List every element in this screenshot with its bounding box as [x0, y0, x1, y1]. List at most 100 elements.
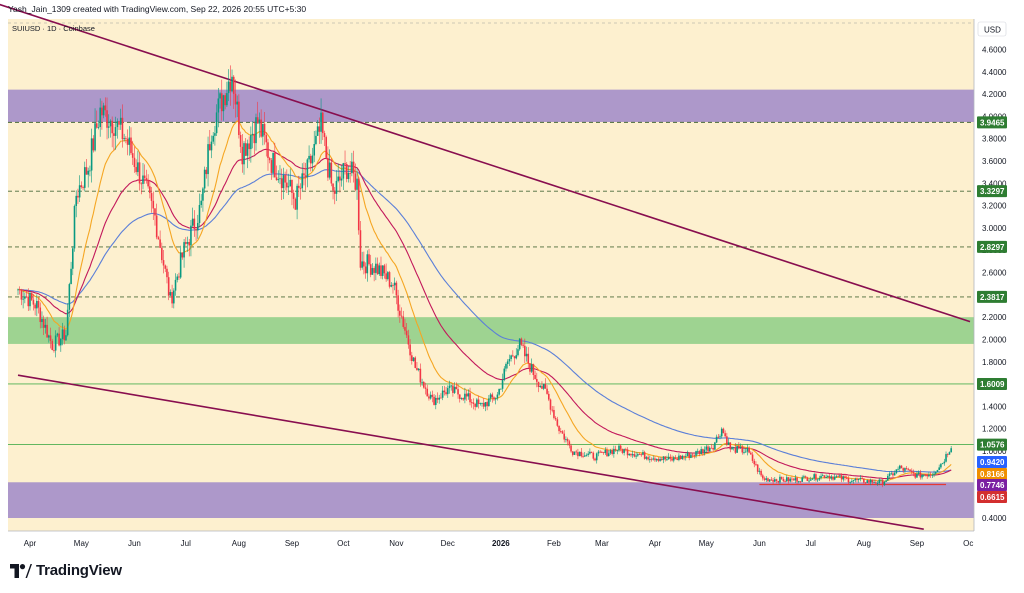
candle-body [568, 441, 571, 446]
candle-body [89, 170, 91, 172]
candle-body [583, 455, 586, 457]
candle-body [191, 218, 194, 226]
candle-body [496, 394, 499, 399]
candle-body [551, 409, 554, 411]
candle-body [243, 143, 245, 165]
x-tick-label: Feb [547, 539, 561, 548]
candle-body [388, 272, 391, 287]
candle-body [356, 178, 358, 190]
candle-body [683, 455, 685, 457]
candle-body [246, 143, 249, 156]
candle-body [265, 135, 268, 143]
candle-body [193, 218, 196, 230]
candle-body [239, 135, 242, 147]
price-badge [977, 479, 1007, 491]
candle-body [669, 456, 672, 459]
candle-body [142, 175, 144, 184]
x-tick-label: Apr [649, 539, 662, 548]
y-tick-label: 2.2000 [982, 313, 1007, 322]
candle-body [621, 448, 624, 453]
candle-body [753, 460, 756, 465]
candle-body [866, 480, 869, 483]
candle-body [294, 198, 297, 210]
candle-body [647, 457, 649, 460]
candle-body [351, 161, 353, 174]
candle-body [828, 476, 831, 479]
candle-body [585, 454, 588, 456]
price-badge [977, 290, 1007, 303]
candle-body [392, 285, 394, 286]
candle-body [530, 364, 533, 372]
candle-body [32, 299, 35, 305]
candle-body [109, 120, 112, 127]
candle-body [18, 289, 21, 291]
candle-body [768, 479, 771, 482]
candle-body [755, 464, 757, 466]
byline: Yash_Jain_1309 created with TradingView.… [8, 4, 307, 14]
candle-body [27, 296, 30, 307]
candle-body [306, 159, 309, 178]
candle-body [732, 447, 735, 448]
candle-body [597, 451, 600, 454]
candle-body [566, 439, 569, 442]
candle-body [525, 353, 528, 357]
candle-body [715, 436, 718, 443]
candle-body [416, 367, 418, 370]
candle-body [746, 447, 749, 452]
y-tick-label: 4.6000 [982, 45, 1007, 54]
x-tick-label: Dec [441, 539, 455, 548]
x-tick-label: Oc [963, 539, 973, 548]
candle-body [926, 475, 928, 477]
candle-body [393, 282, 396, 286]
candle-body [666, 459, 668, 461]
candle-body [869, 479, 872, 483]
candle-body [46, 324, 48, 338]
candle-body [688, 452, 690, 458]
candle-body [777, 480, 780, 483]
candle-body [477, 399, 480, 404]
candle-body [775, 479, 778, 481]
candle-body [578, 451, 581, 457]
candle-body [476, 399, 478, 407]
candle-body [140, 183, 143, 185]
x-tick-label: Aug [857, 539, 871, 548]
candle-body [279, 178, 281, 180]
candle-body [104, 105, 107, 111]
candle-body [804, 476, 807, 478]
candle-body [162, 260, 165, 266]
candle-body [731, 447, 733, 450]
candle-body [645, 457, 648, 459]
candle-body [369, 264, 372, 275]
candle-body [811, 478, 814, 480]
channel-layer [0, 3, 971, 530]
candle-body [167, 277, 170, 296]
candle-body [618, 445, 620, 451]
candle-body [649, 459, 651, 461]
candle-body [78, 185, 81, 198]
support-zone [8, 317, 974, 344]
candle-body [258, 119, 261, 124]
candle-body [493, 397, 495, 400]
candle-body [922, 474, 925, 476]
ma-slow-line [18, 169, 952, 473]
candle-body [616, 450, 619, 452]
candle-body [222, 95, 225, 112]
tradingview-logo[interactable]: TradingView [10, 562, 122, 579]
candle-body [878, 479, 881, 483]
y-tick-label: 3.0000 [982, 224, 1007, 233]
candle-body [102, 105, 105, 116]
price-badge [977, 491, 1007, 503]
candle-body [431, 394, 434, 397]
candle-body [558, 425, 560, 432]
candle-body [893, 473, 896, 476]
candle-body [820, 475, 822, 479]
candle-body [738, 445, 740, 448]
candle-body [842, 476, 845, 480]
candle-body [75, 195, 78, 206]
candle-body [710, 447, 713, 449]
candle-body [880, 479, 882, 481]
candle-body [458, 394, 461, 399]
candle-body [671, 458, 673, 461]
candle-body [316, 126, 319, 136]
